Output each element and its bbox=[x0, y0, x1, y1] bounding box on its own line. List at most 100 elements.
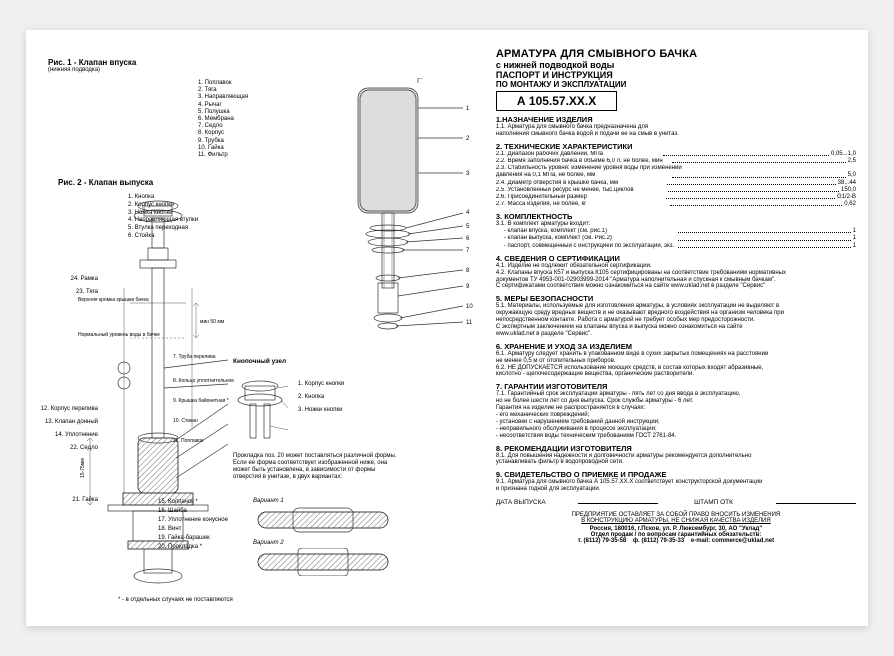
contact-tel: т. (8112) 79-35-58 bbox=[578, 538, 626, 544]
body-line: С экспертным заключением на клапаны впус… bbox=[496, 324, 856, 331]
section-title: 3. КОМПЛЕКТНОСТЬ bbox=[496, 212, 856, 221]
figure-2-footnote: * - в отдельных случаях не поставляются bbox=[118, 597, 233, 603]
section-title: 7. ГАРАНТИИ ИЗГОТОВИТЕЛЯ bbox=[496, 382, 856, 391]
variant-1-label: Вариант 1 bbox=[253, 498, 284, 504]
body-line: - установки с нарушением требований данн… bbox=[496, 419, 856, 426]
figure-1-title: Рис. 1 - Клапан впуска bbox=[48, 58, 488, 67]
spec-label: 2.3. Стабильность уровня: изменение уров… bbox=[496, 165, 856, 172]
gasket-note: Прокладка поз. 20 может поставляться раз… bbox=[233, 453, 403, 481]
header-line-2: с нижней подводкой воды bbox=[496, 60, 856, 70]
spec-row: 2.6. Присоединительный размерG1/2-B bbox=[496, 194, 856, 201]
part-label: 11. Фильтр bbox=[198, 152, 248, 159]
part-label: 3. Направляющая bbox=[198, 94, 248, 101]
svg-text:8. Кольцо уплотнительное: 8. Кольцо уплотнительное bbox=[173, 378, 234, 384]
spec-dots bbox=[663, 151, 829, 156]
spec-dots bbox=[678, 243, 850, 248]
spec-row: 2.5. Установленный ресурс не менее, тыс.… bbox=[496, 187, 856, 194]
body-line: 7.1. Гарантийный срок эксплуатации армат… bbox=[496, 391, 856, 398]
footer-line-2: В КОНСТРУКЦИЮ АРМАТУРЫ, НЕ СНИЖАЯ КАЧЕСТ… bbox=[496, 518, 856, 524]
spec-row: 2.4. Диаметр отверстия в крышке бачка, м… bbox=[496, 180, 856, 187]
date-field bbox=[578, 503, 658, 504]
spec-label: давления на 0,1 МПа, не более, мм bbox=[496, 172, 670, 179]
spec-dots bbox=[668, 187, 839, 192]
spec-dots bbox=[670, 201, 842, 206]
spec-row: давления на 0,1 МПа, не более, мм5,0 bbox=[496, 172, 856, 179]
body-line: кислотно - щелочесодержащие вещества, ор… bbox=[496, 371, 856, 378]
spec-dots bbox=[672, 158, 846, 163]
svg-text:Нормальный уровень воды в бачк: Нормальный уровень воды в бачке bbox=[78, 331, 160, 338]
figure-2-area: Рис. 2 - Клапан выпуска 1. Кнопка2. Корп… bbox=[38, 178, 488, 608]
section-title: 4. СВЕДЕНИЯ О СЕРТИФИКАЦИИ bbox=[496, 254, 856, 263]
svg-text:3: 3 bbox=[466, 171, 470, 177]
body-line: наполнения смывного бачка водой и подачи… bbox=[496, 131, 856, 138]
spec-dots bbox=[672, 172, 846, 177]
spec-label: - клапан выпуска, комплект (см. Рис.2) bbox=[504, 235, 676, 242]
body-line: Гарантия на изделие не распространяется … bbox=[496, 405, 856, 412]
section-title: 8. РЕКОМЕНДАЦИИ ИЗГОТОВИТЕЛЯ bbox=[496, 444, 856, 453]
body-line: не менее 0,5 м от отопительных приборов. bbox=[496, 358, 856, 365]
spec-row: - клапан выпуска, комплект (см. Рис.2) 1 bbox=[496, 235, 856, 242]
body-line: 6.1. Арматуру следует хранить в упакован… bbox=[496, 351, 856, 358]
spec-dots bbox=[678, 235, 850, 240]
figure-1-parts-list: 1. Поплавок2. Тяга3. Направляющая4. Рыча… bbox=[198, 80, 248, 159]
spec-dots bbox=[678, 228, 850, 233]
part-label: 9. Трубка bbox=[198, 138, 248, 145]
section-title: 2. ТЕХНИЧЕСКИЕ ХАРАКТЕРИСТИКИ bbox=[496, 142, 856, 151]
section-title: 1.НАЗНАЧЕНИЕ ИЗДЕЛИЯ bbox=[496, 115, 856, 124]
part-label: 10. Гайка bbox=[198, 145, 248, 152]
spec-value: 38...44 bbox=[838, 180, 856, 187]
spec-row: 2.7. Масса изделия, не более, кг 0,62 bbox=[496, 201, 856, 208]
part-label: 6. Мембрана bbox=[198, 116, 248, 123]
spec-value: 0,62 bbox=[844, 201, 856, 208]
header-line-1: АРМАТУРА ДЛЯ СМЫВНОГО БАЧКА bbox=[496, 48, 856, 60]
document-header: АРМАТУРА ДЛЯ СМЫВНОГО БАЧКА с нижней под… bbox=[496, 48, 856, 111]
variant-2-drawing bbox=[253, 548, 393, 576]
footer-block: ПРЕДПРИЯТИЕ ОСТАВЛЯЕТ ЗА СОБОЙ ПРАВО ВНО… bbox=[496, 512, 856, 544]
spec-label: 2.6. Присоединительный размер bbox=[496, 194, 665, 201]
spec-label: 2.7. Масса изделия, не более, кг bbox=[496, 201, 668, 208]
body-line: С сертификатами соответствия можно ознак… bbox=[496, 283, 856, 290]
body-line: 6.2. НЕ ДОПУСКАЕТСЯ использование моющих… bbox=[496, 365, 856, 372]
stamp-field bbox=[776, 503, 856, 504]
contact-email-label: e-mail: bbox=[691, 538, 710, 544]
spec-value: 2,5 bbox=[848, 158, 856, 165]
spec-row: 2.3. Стабильность уровня: изменение уров… bbox=[496, 165, 856, 172]
header-line-3: ПАСПОРТ И ИНСТРУКЦИЯ bbox=[496, 70, 856, 80]
spec-row: - клапан впуска, комплект (см. рис.1)1 bbox=[496, 228, 856, 235]
sub-assembly-title: Кнопочный узел bbox=[233, 358, 286, 365]
part-label: 1. Корпус кнопки bbox=[298, 378, 344, 391]
part-label: 19. Гайка-барашек bbox=[158, 534, 228, 543]
sub-assembly-drawing bbox=[233, 378, 288, 443]
text-column: АРМАТУРА ДЛЯ СМЫВНОГО БАЧКА с нижней под… bbox=[488, 48, 856, 614]
svg-text:1: 1 bbox=[466, 106, 470, 112]
part-label: 20. Прокладка * bbox=[158, 543, 228, 552]
spec-row: 2.1. Диапазон рабочих давлений, МПа0,05.… bbox=[496, 151, 856, 158]
spec-label: - клапан впуска, комплект (см. рис.1) bbox=[504, 228, 676, 235]
part-label: 8. Корпус bbox=[198, 130, 248, 137]
body-line: непосредственном контакте. Работа с арма… bbox=[496, 317, 856, 324]
document-page: Рис. 1 - Клапан впуска (нижняя подводка)… bbox=[26, 30, 868, 626]
part-label: 1. Поплавок bbox=[198, 80, 248, 87]
svg-text:11. Поплавок: 11. Поплавок bbox=[173, 438, 204, 444]
spec-value: 1 bbox=[853, 235, 856, 242]
section-title: 6. ХРАНЕНИЕ И УХОД ЗА ИЗДЕЛИЕМ bbox=[496, 342, 856, 351]
model-number-box: А 105.57.XX.X bbox=[496, 91, 617, 111]
svg-text:9. Крышка байонетная *: 9. Крышка байонетная * bbox=[173, 397, 229, 404]
spec-value: 150,0 bbox=[841, 187, 856, 194]
spec-label: 2.5. Установленный ресурс не менее, тыс.… bbox=[496, 187, 667, 194]
part-label: 17. Уплотнение конусное bbox=[158, 516, 228, 525]
stamp-row: ДАТА ВЫПУСКА ШТАМП ОТК bbox=[496, 499, 856, 506]
svg-text:Верхняя кромка крышки бачка: Верхняя кромка крышки бачка bbox=[78, 297, 149, 303]
body-line: но не более шести лет со дня выпуска. Ср… bbox=[496, 398, 856, 405]
svg-text:7. Труба перелива: 7. Труба перелива bbox=[173, 354, 216, 360]
part-label: 7. Седло bbox=[198, 123, 248, 130]
header-line-4: ПО МОНТАЖУ И ЭКСПЛУАТАЦИИ bbox=[496, 80, 856, 89]
figure-2-title: Рис. 2 - Клапан выпуска bbox=[58, 178, 153, 187]
svg-text:2: 2 bbox=[466, 136, 470, 142]
svg-text:10. Стакан: 10. Стакан bbox=[173, 418, 198, 424]
footer-contacts: т. (8112) 79-35-58 ф. (8112) 79-35-33 e-… bbox=[496, 538, 856, 544]
part-label: 5. Полушка bbox=[198, 109, 248, 116]
body-line: www.uklad.net в разделе "Сервис". bbox=[496, 331, 856, 338]
body-line: 3.1. В комплект арматуры входит: bbox=[496, 221, 856, 228]
body-line: и признана годной для эксплуатации. bbox=[496, 486, 856, 493]
